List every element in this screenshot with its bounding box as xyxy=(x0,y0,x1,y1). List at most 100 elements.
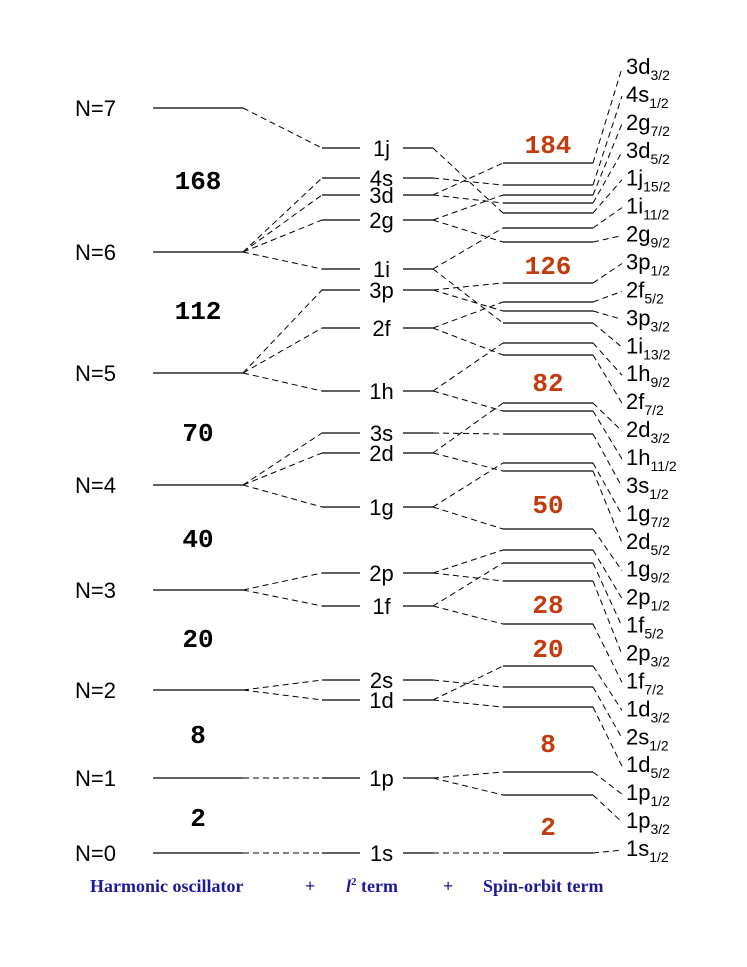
so-j-subscript: 3/2 xyxy=(650,654,670,670)
so-label-leader xyxy=(592,794,623,823)
l2-level-label-2p: 2p xyxy=(369,561,393,586)
so-label-leader xyxy=(592,207,623,229)
l2-level-label-1p: 1p xyxy=(369,766,393,791)
so-j-subscript: 7/2 xyxy=(650,123,670,139)
so-orbital-name: 1d xyxy=(626,696,650,721)
caption-harmonic-oscillator: Harmonic oscillator xyxy=(90,876,244,896)
so-label-leader xyxy=(592,95,623,186)
so-label-leader xyxy=(592,706,623,767)
l2-level-label-1j: 1j xyxy=(373,136,390,161)
so-level-label-2f-5-2: 2f5/2 xyxy=(626,277,664,306)
caption-l-exponent: 2 xyxy=(351,876,357,888)
energy-level-diagram: N=0N=1N=2N=3N=4N=5N=6N=7 1s1p1d2s1f2p1g2… xyxy=(75,54,677,866)
magic-number-left: 112 xyxy=(175,297,222,327)
so-orbital-name: 2p xyxy=(626,585,650,610)
so-orbital-name: 3s xyxy=(626,473,649,498)
l2-level-label-2d: 2d xyxy=(369,441,393,466)
so-level-label-2g-9-2: 2g9/2 xyxy=(626,222,670,251)
so-orbital-name: 1h xyxy=(626,445,650,470)
so-level-label-2g-7-2: 2g7/2 xyxy=(626,110,670,139)
so-j-subscript: 9/2 xyxy=(650,374,670,390)
so-label-leader xyxy=(592,322,623,348)
ho-to-l2-connector xyxy=(242,689,323,701)
so-j-subscript: 3/2 xyxy=(650,430,670,446)
magic-number-left: 168 xyxy=(175,167,222,197)
caption-plus-1: + xyxy=(305,876,316,896)
l2-to-so-connector xyxy=(432,282,504,291)
so-label-leader xyxy=(592,528,623,571)
so-j-subscript: 3/2 xyxy=(650,709,670,725)
magic-number-right: 82 xyxy=(532,369,563,399)
l2-to-so-connector xyxy=(432,227,504,270)
so-orbital-name: 1d xyxy=(626,752,650,777)
magic-number-left: 8 xyxy=(190,721,206,751)
so-j-subscript: 7/2 xyxy=(644,402,664,418)
so-level-label-1s-1-2: 1s1/2 xyxy=(626,836,669,865)
ho-level-label: N=5 xyxy=(75,361,116,386)
so-orbital-name: 1i xyxy=(626,333,643,358)
ho-to-l2-connector xyxy=(242,432,323,486)
ho-to-l2-connector xyxy=(242,589,323,607)
so-j-subscript: 13/2 xyxy=(643,346,670,362)
so-orbital-name: 3p xyxy=(626,250,650,275)
so-level-label-1f-7-2: 1f7/2 xyxy=(626,668,664,697)
magic-number-right: 126 xyxy=(525,252,572,282)
l2-level-label-3s: 3s xyxy=(370,421,393,446)
l2-to-so-connector xyxy=(432,194,504,204)
l2-to-so-connector xyxy=(432,301,504,329)
so-level-label-1f-5-2: 1f5/2 xyxy=(626,613,664,642)
so-level-label-3p-3-2: 3p3/2 xyxy=(626,305,670,334)
so-level-label-1j-15-2: 1j15/2 xyxy=(626,166,671,195)
so-level-label-1p-1-2: 1p1/2 xyxy=(626,780,670,809)
so-level-label-1g-9-2: 1g9/2 xyxy=(626,557,670,586)
so-label-leader xyxy=(592,179,623,214)
magic-number-right: 28 xyxy=(532,591,563,621)
ho-to-l2-connector xyxy=(242,107,323,149)
so-orbital-name: 1h xyxy=(626,361,650,386)
so-level-label-1h-11-2: 1h11/2 xyxy=(626,445,677,474)
ho-to-l2-connector xyxy=(242,572,323,591)
so-level-label-4s-1-2: 4s1/2 xyxy=(626,82,669,111)
so-label-leader xyxy=(592,580,623,655)
so-label-leader xyxy=(592,290,623,303)
so-label-leader xyxy=(592,342,623,376)
so-j-subscript: 5/2 xyxy=(650,765,670,781)
so-level-label-2f-7-2: 2f7/2 xyxy=(626,389,664,418)
l2-to-so-connector xyxy=(432,177,504,186)
l2-level-label-2g: 2g xyxy=(369,208,393,233)
so-level-label-2d-3-2: 2d3/2 xyxy=(626,417,670,446)
so-orbital-name: 1f xyxy=(626,613,645,638)
l2-to-so-connector xyxy=(432,268,504,324)
l2-to-so-connector xyxy=(432,549,504,574)
so-label-leader xyxy=(592,402,623,432)
so-j-subscript: 7/2 xyxy=(650,514,670,530)
so-level-label-1d-3-2: 1d3/2 xyxy=(626,696,670,725)
l2-level-label-3p: 3p xyxy=(369,278,393,303)
magic-number-right: 20 xyxy=(532,635,563,665)
l2-to-so-connector xyxy=(432,402,504,454)
so-orbital-name: 1i xyxy=(626,194,643,219)
so-j-subscript: 3/2 xyxy=(650,821,670,837)
so-j-subscript: 1/2 xyxy=(650,263,670,279)
so-label-leader xyxy=(592,410,623,460)
so-level-label-3d-5-2: 3d5/2 xyxy=(626,138,670,167)
l2-to-so-connector xyxy=(432,605,504,625)
so-label-leader xyxy=(592,623,623,683)
magic-number-left: 2 xyxy=(190,804,206,834)
so-orbital-name: 2p xyxy=(626,641,650,666)
so-j-subscript: 7/2 xyxy=(644,681,664,697)
ho-level-label: N=7 xyxy=(75,96,116,121)
so-orbital-name: 1g xyxy=(626,501,650,526)
magic-number-right: 50 xyxy=(532,491,563,521)
so-label-leader xyxy=(592,462,623,516)
ho-to-l2-connector xyxy=(242,372,323,392)
so-level-label-3p-1-2: 3p1/2 xyxy=(626,250,670,279)
magic-number-left: 70 xyxy=(182,419,213,449)
so-label-leader xyxy=(592,67,623,164)
so-j-subscript: 11/2 xyxy=(650,458,676,474)
l2-level-label-3d: 3d xyxy=(369,183,393,208)
so-j-subscript: 9/2 xyxy=(650,570,670,586)
so-j-subscript: 3/2 xyxy=(650,67,670,83)
